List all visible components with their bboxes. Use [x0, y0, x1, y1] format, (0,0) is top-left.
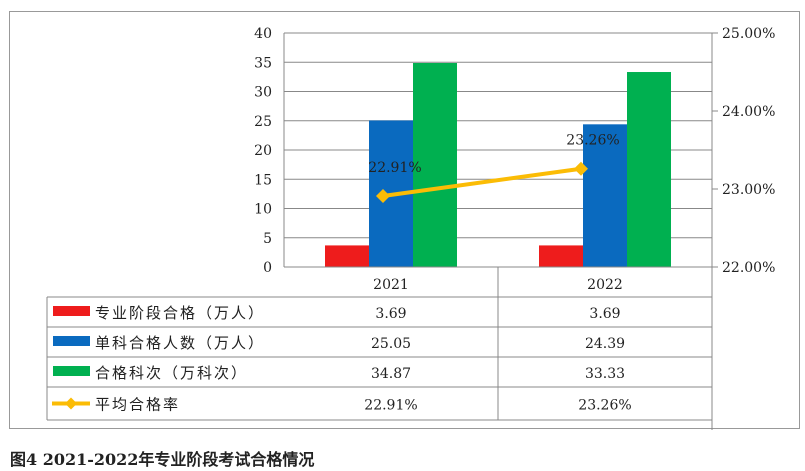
table-value: 23.26% — [578, 398, 631, 414]
table-value: 33.33 — [585, 366, 625, 382]
y-left-tick-label: 40 — [254, 26, 272, 42]
combo-chart: 0 5 10 15 20 25 30 35 40 22.00% 23.00% 24.00% 25.00%… — [46, 26, 775, 430]
bar-2 — [583, 124, 627, 267]
table-value: 22.91% — [364, 398, 417, 414]
category-label: 2021 — [373, 277, 409, 293]
data-label: 22.91% — [368, 160, 421, 176]
chart-frame — [9, 11, 800, 429]
table-value: 24.39 — [585, 336, 625, 352]
legend-label: 合格科次（万科次） — [95, 364, 248, 382]
y-left-tick-label: 20 — [254, 143, 272, 159]
bar-3 — [413, 63, 457, 268]
line-marker — [376, 189, 390, 204]
y-right-tick-label: 22.00% — [722, 260, 775, 276]
y-right-tick-label: 25.00% — [722, 26, 775, 42]
legend-key — [53, 366, 90, 376]
table-value: 25.05 — [371, 336, 411, 352]
legend-key — [53, 336, 90, 346]
y-left-tick-label: 10 — [254, 202, 272, 218]
table-value: 3.69 — [375, 306, 406, 322]
bar-3 — [627, 72, 671, 267]
y-left-tick-label: 35 — [254, 55, 272, 71]
y-left-tick-label: 15 — [254, 172, 272, 188]
y-left-tick-label: 5 — [263, 231, 272, 247]
category-label: 2022 — [587, 277, 623, 293]
legend-label: 专业阶段合格（万人） — [95, 304, 265, 322]
legend-key-marker — [65, 397, 77, 410]
legend-label: 平均合格率 — [95, 396, 180, 414]
line-marker — [574, 161, 588, 176]
y-right-tick-label: 24.00% — [722, 104, 775, 120]
y-left-tick-label: 30 — [254, 85, 272, 101]
y-right-tick-label: 23.00% — [722, 182, 775, 198]
legend-label: 单科合格人数（万人） — [95, 334, 265, 352]
table-value: 34.87 — [371, 366, 411, 382]
figure-caption: 图4 2021-2022年专业阶段考试合格情况 — [10, 450, 315, 469]
y-left-tick-label: 0 — [263, 260, 272, 276]
bar-1 — [539, 245, 583, 267]
line-series — [382, 166, 582, 199]
y-left-tick-label: 25 — [254, 114, 272, 130]
bar-1 — [325, 245, 369, 267]
legend-key — [53, 306, 90, 316]
data-label: 23.26% — [566, 133, 619, 149]
table-value: 3.69 — [589, 306, 620, 322]
